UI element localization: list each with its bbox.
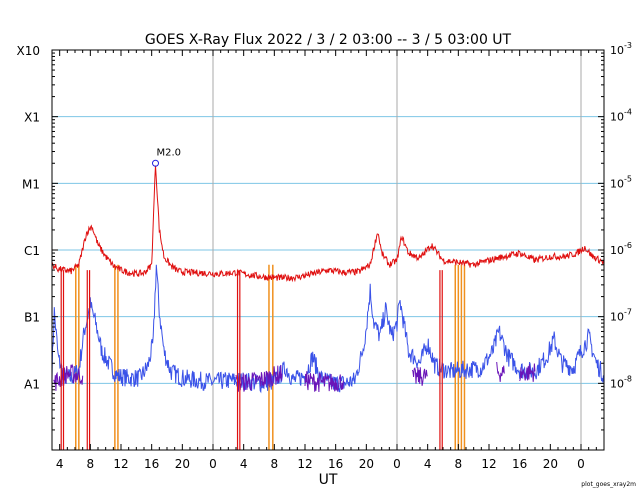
left-axis-label: X1 xyxy=(24,111,40,125)
x-tick-label: 12 xyxy=(113,457,128,471)
x-tick-label: 4 xyxy=(424,457,432,471)
x-tick-label: 20 xyxy=(359,457,374,471)
right-axis-label: 10-7 xyxy=(610,308,632,324)
x-tick-label: 0 xyxy=(393,457,401,471)
x-tick-label: 20 xyxy=(175,457,190,471)
x-tick-label: 16 xyxy=(328,457,343,471)
right-axis-label: 10-5 xyxy=(610,174,632,190)
overlap-trace xyxy=(235,364,283,392)
left-axis-label: B1 xyxy=(24,311,40,325)
x-tick-label: 0 xyxy=(209,457,217,471)
chart-title: GOES X-Ray Flux 2022 / 3 / 2 03:00 -- 3 … xyxy=(145,32,512,48)
grid-lines xyxy=(52,50,604,450)
right-axis-label: 10-4 xyxy=(610,108,632,124)
overlap-trace xyxy=(304,371,344,393)
overlap-trace xyxy=(411,367,428,386)
x-tick-label: 0 xyxy=(577,457,585,471)
right-axis-label: 10-6 xyxy=(610,241,632,257)
left-axis-label: X10 xyxy=(17,44,41,58)
long-channel-trace xyxy=(51,165,605,283)
x-tick-label: 8 xyxy=(87,457,95,471)
flare-marker xyxy=(152,159,159,167)
overlap-trace xyxy=(519,363,536,382)
overlap-trace xyxy=(53,363,84,391)
right-axis-label: 10-3 xyxy=(610,41,632,57)
x-tick-label: 4 xyxy=(56,457,64,471)
left-axis-label: A1 xyxy=(24,377,40,391)
overlap-trace xyxy=(496,361,505,382)
left-axis-label: M1 xyxy=(22,177,40,191)
x-tick-label: 20 xyxy=(543,457,558,471)
x-tick-label: 12 xyxy=(297,457,312,471)
right-axis-label: 10-8 xyxy=(610,374,632,390)
x-tick-label: 4 xyxy=(240,457,248,471)
left-axis-label: C1 xyxy=(24,244,40,258)
x-tick-label: 12 xyxy=(481,457,496,471)
flare-label: M2.0 xyxy=(157,147,182,158)
x-tick-label: 8 xyxy=(271,457,279,471)
short-channel-trace xyxy=(51,264,605,394)
footnote: plot_goes_xray2m xyxy=(581,481,636,488)
x-tick-label: 16 xyxy=(512,457,527,471)
axes: X10 X1 M1 C1 B1 A1 10-3 10-4 10-5 10-6 10-7 10-8 4 8 1… xyxy=(17,41,632,471)
x-tick-label: 16 xyxy=(144,457,159,471)
data-series: M2.0 xyxy=(51,147,605,450)
x-axis-label: UT xyxy=(319,472,338,488)
x-tick-label: 8 xyxy=(455,457,463,471)
